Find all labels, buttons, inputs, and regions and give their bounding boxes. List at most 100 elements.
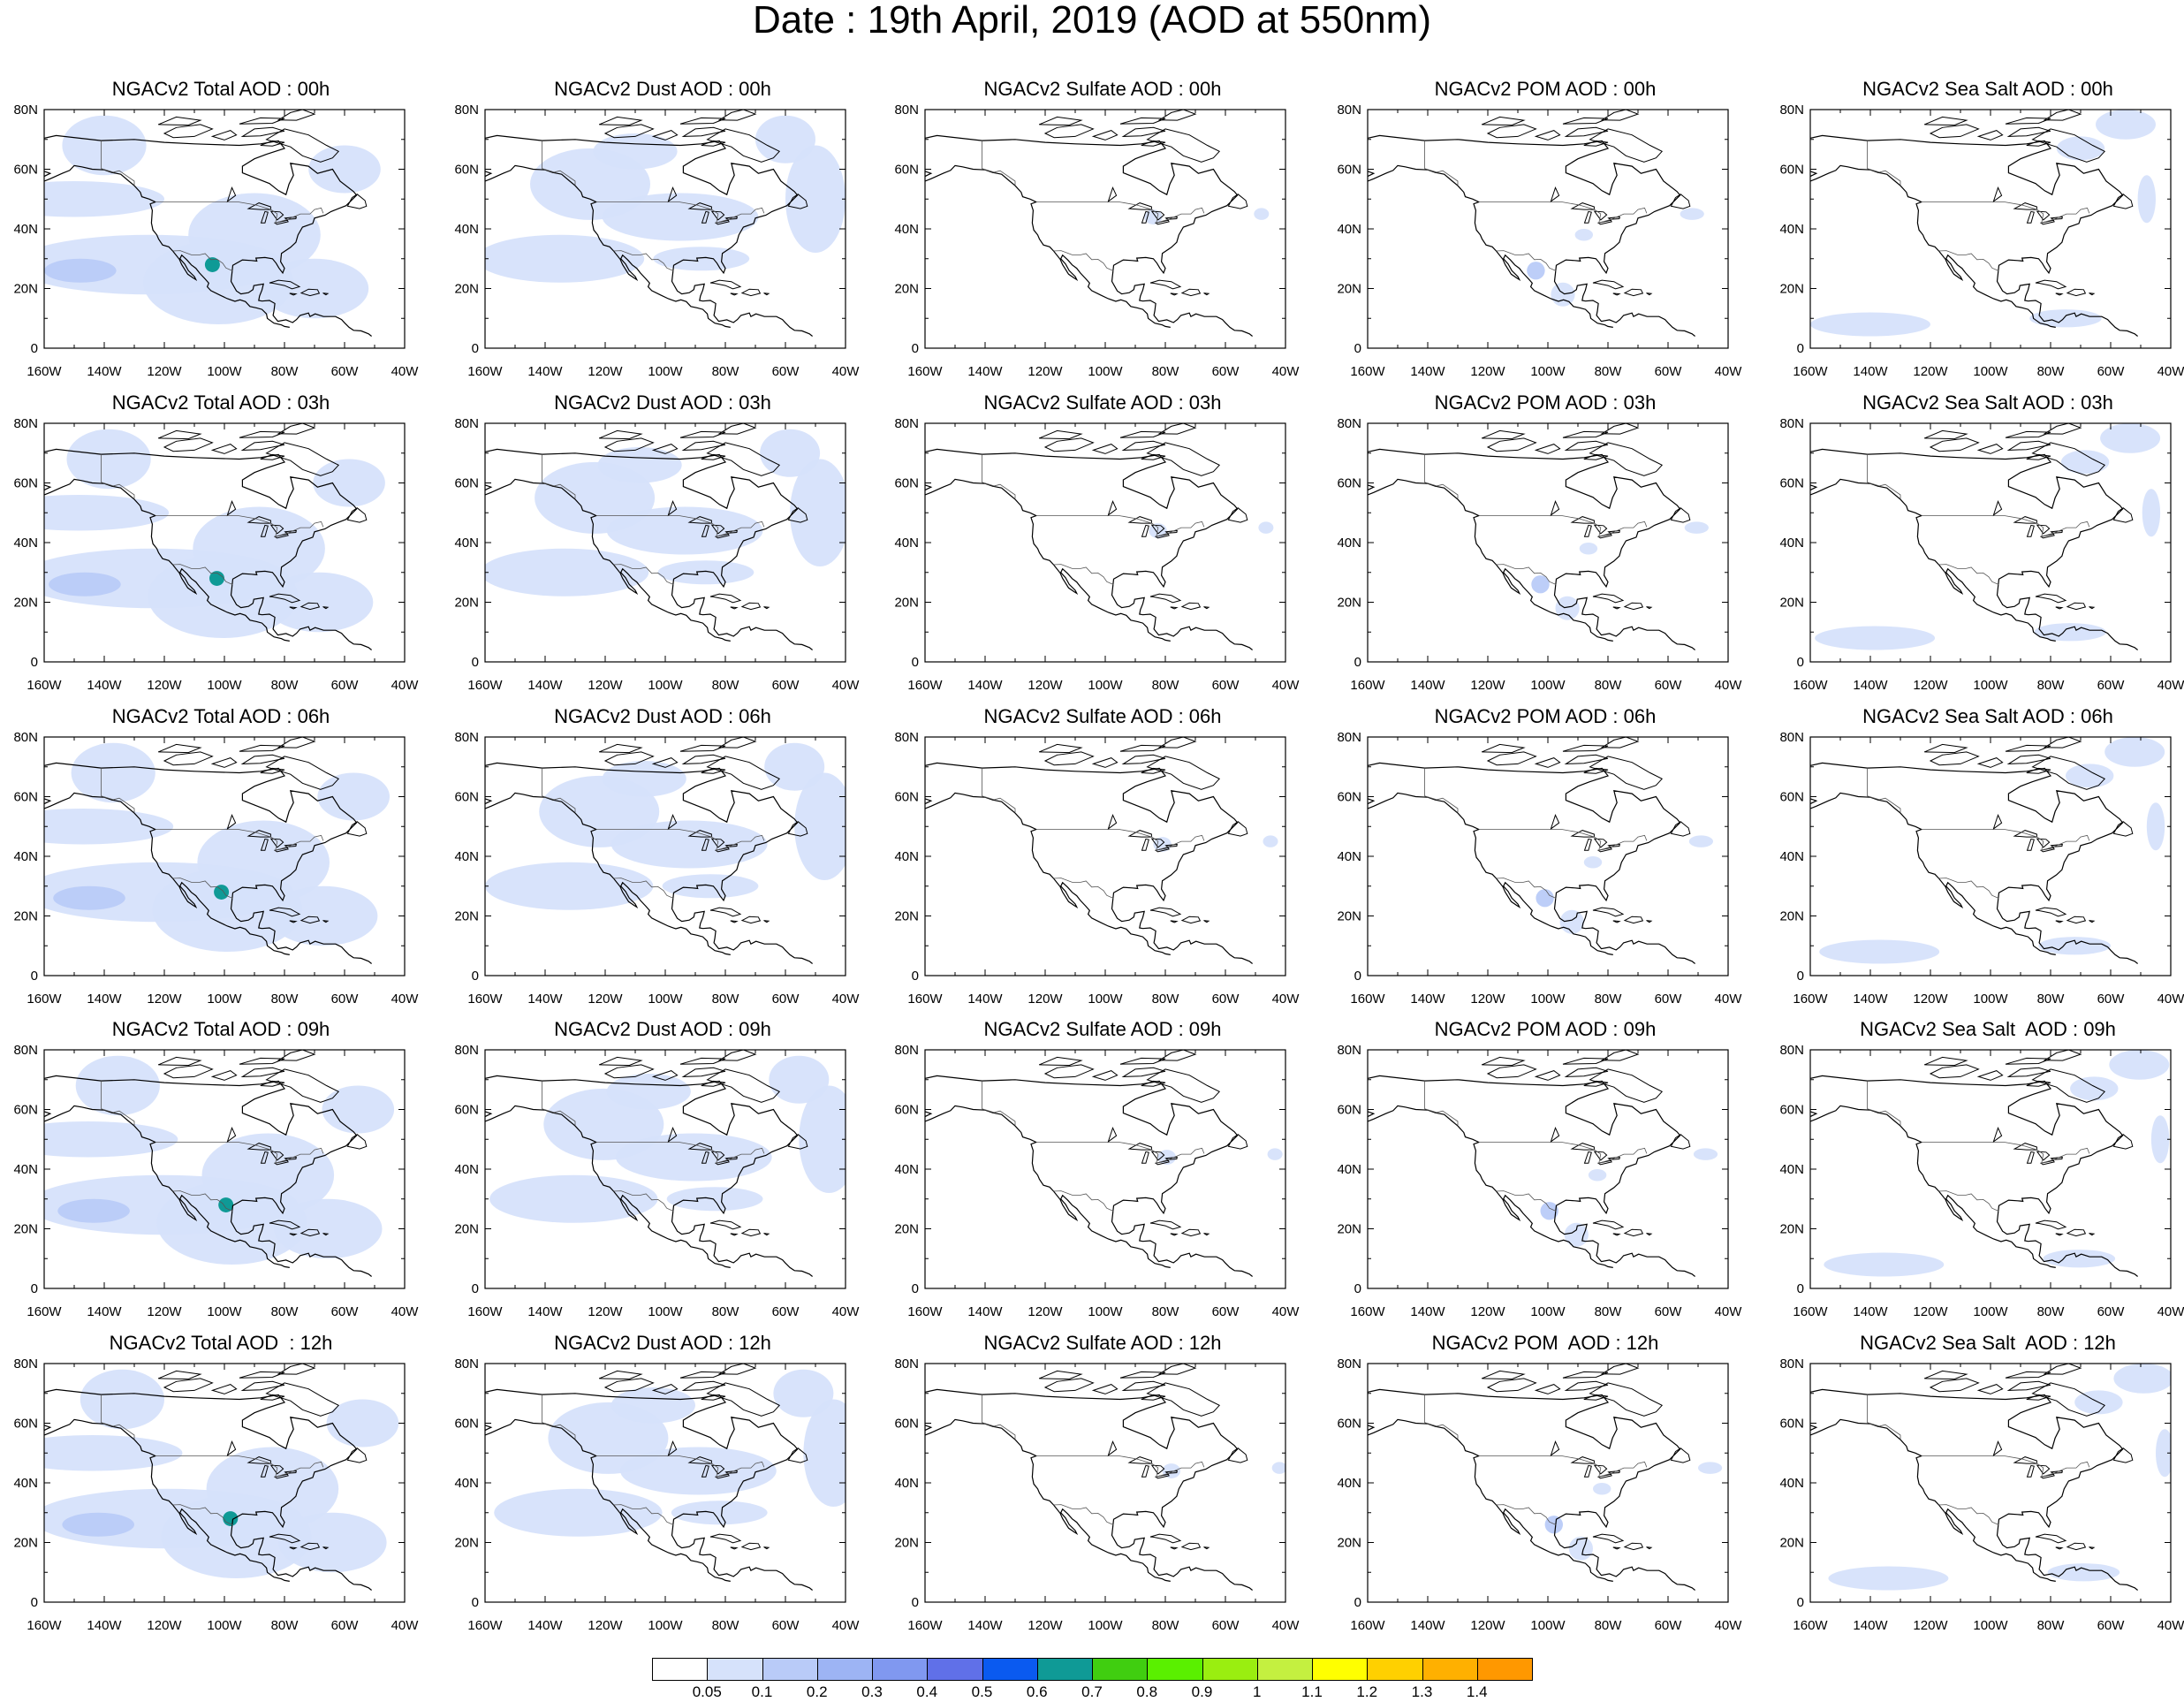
lon-tick-label: 100W [648,1618,683,1633]
island-outline [210,1070,238,1081]
lat-tick-label: 80N [454,103,479,118]
island-outline [1180,602,1202,611]
lat-tick-label: 60N [1779,790,1804,805]
national-border [172,878,233,899]
island-outline [239,430,285,438]
national-border [1938,564,1999,585]
lon-tick-label: 140W [1853,1618,1888,1633]
lon-tick-label: 140W [1410,678,1445,693]
national-border [1424,141,1459,186]
lake-outline [1583,838,1592,851]
map-panel: NGACv2 Dust AOD : 00h 160W 140W 120W 100W 80W… [442,76,883,389]
island-outline [300,916,321,924]
lat-tick-label: 20N [894,1222,919,1237]
lon-tick-label: 100W [1530,992,1566,1007]
aerosol-field [2038,937,2111,955]
island-outline [681,754,726,764]
island-outline [1227,1447,1248,1463]
island-outline [1670,194,1691,209]
colorbar-swatch [762,1658,818,1681]
lake-outline [226,1127,237,1144]
lake-outline [1596,1159,1612,1166]
island-outline [1929,1378,1980,1393]
island-outline [1203,293,1210,296]
island-outline [260,140,285,147]
lon-tick-label: 60W [772,992,800,1007]
lon-tick-label: 40W [1715,364,1743,379]
panel-title: NGACv2 POM AOD : 06h [1434,705,1657,727]
island-outline [1623,602,1644,611]
lon-tick-label: 160W [1793,1618,1828,1633]
lon-tick-label: 120W [588,678,623,693]
island-outline [1592,907,1625,917]
lake-outline [1107,1440,1118,1457]
lat-tick-label: 0 [1354,341,1361,356]
aerosol-field [1162,1463,1180,1478]
island-outline [679,117,726,125]
coastline [1810,762,2138,964]
lat-tick-label: 60N [1779,1417,1804,1432]
lat-tick-label: 80N [894,416,919,431]
island-outline [717,1364,757,1375]
island-outline [1486,751,1537,766]
island-outline [210,130,238,141]
aerosol-field [606,506,763,555]
national-border [982,454,1016,499]
national-border [155,201,324,224]
lon-tick-label: 80W [1595,1304,1623,1319]
lon-tick-label: 120W [1470,364,1505,379]
island-outline [1583,140,1609,147]
lake-outline [1596,533,1612,539]
island-outline [1482,116,1526,126]
aerosol-field [1824,1252,1945,1277]
lon-tick-label: 100W [1973,992,2008,1007]
island-outline [289,1546,298,1550]
island-outline [1612,1233,1621,1236]
lat-tick-label: 20N [454,282,479,297]
aerosol-field [269,885,378,946]
lat-tick-label: 0 [1797,341,1804,356]
island-outline [1976,757,2004,768]
national-border [1035,829,1205,851]
lat-tick-label: 40N [454,1476,479,1491]
island-outline [1146,1068,1221,1103]
aerosol-field [2100,423,2161,453]
aerosol-field [2146,802,2165,851]
island-outline [1583,453,1609,460]
island-outline [1670,507,1691,523]
lon-tick-label: 160W [1793,678,1828,693]
island-outline [1482,1370,1526,1380]
island-outline [239,1371,285,1379]
lon-tick-label: 40W [832,364,861,379]
aerosol-field [485,234,645,283]
lon-tick-label: 140W [527,1304,563,1319]
aerosol-field [2034,623,2106,642]
aerosol-field [1559,909,1584,934]
lat-tick-label: 0 [1354,969,1361,984]
lat-tick-label: 80N [894,730,919,745]
map-panel: NGACv2 POM AOD : 12h 160W 140W 120W 100W 80W 6… [1324,1330,1766,1643]
lake-outline [2036,210,2051,221]
lon-tick-label: 100W [1088,1304,1123,1319]
lon-tick-label: 160W [1350,992,1385,1007]
lon-tick-label: 80W [271,992,300,1007]
national-border [1053,1504,1114,1525]
island-outline [1623,916,1644,924]
aod-map: 160W 140W 120W 100W 80W 60W 40W 0 20N 40N 60N 80N [1337,416,1742,693]
lake-outline [701,838,709,851]
island-outline [763,1233,770,1236]
island-outline [1157,1050,1197,1061]
lon-tick-label: 80W [2037,1304,2066,1319]
aerosol-field [2142,489,2161,537]
lat-tick-label: 80N [13,416,38,431]
lon-tick-label: 140W [1410,1304,1445,1319]
lake-outline [2026,1464,2035,1478]
map-canvas: 160W 140W 120W 100W 80W 60W 40W 0 20N 40N 60N 80N [454,730,860,1007]
lon-tick-label: 160W [27,1304,62,1319]
lat-tick-label: 40N [1779,536,1804,551]
island-outline [1592,279,1625,290]
island-outline [1583,1394,1609,1401]
lake-outline [1992,1127,2003,1144]
colorbar-swatch [1202,1658,1258,1681]
island-outline [1039,1056,1083,1067]
